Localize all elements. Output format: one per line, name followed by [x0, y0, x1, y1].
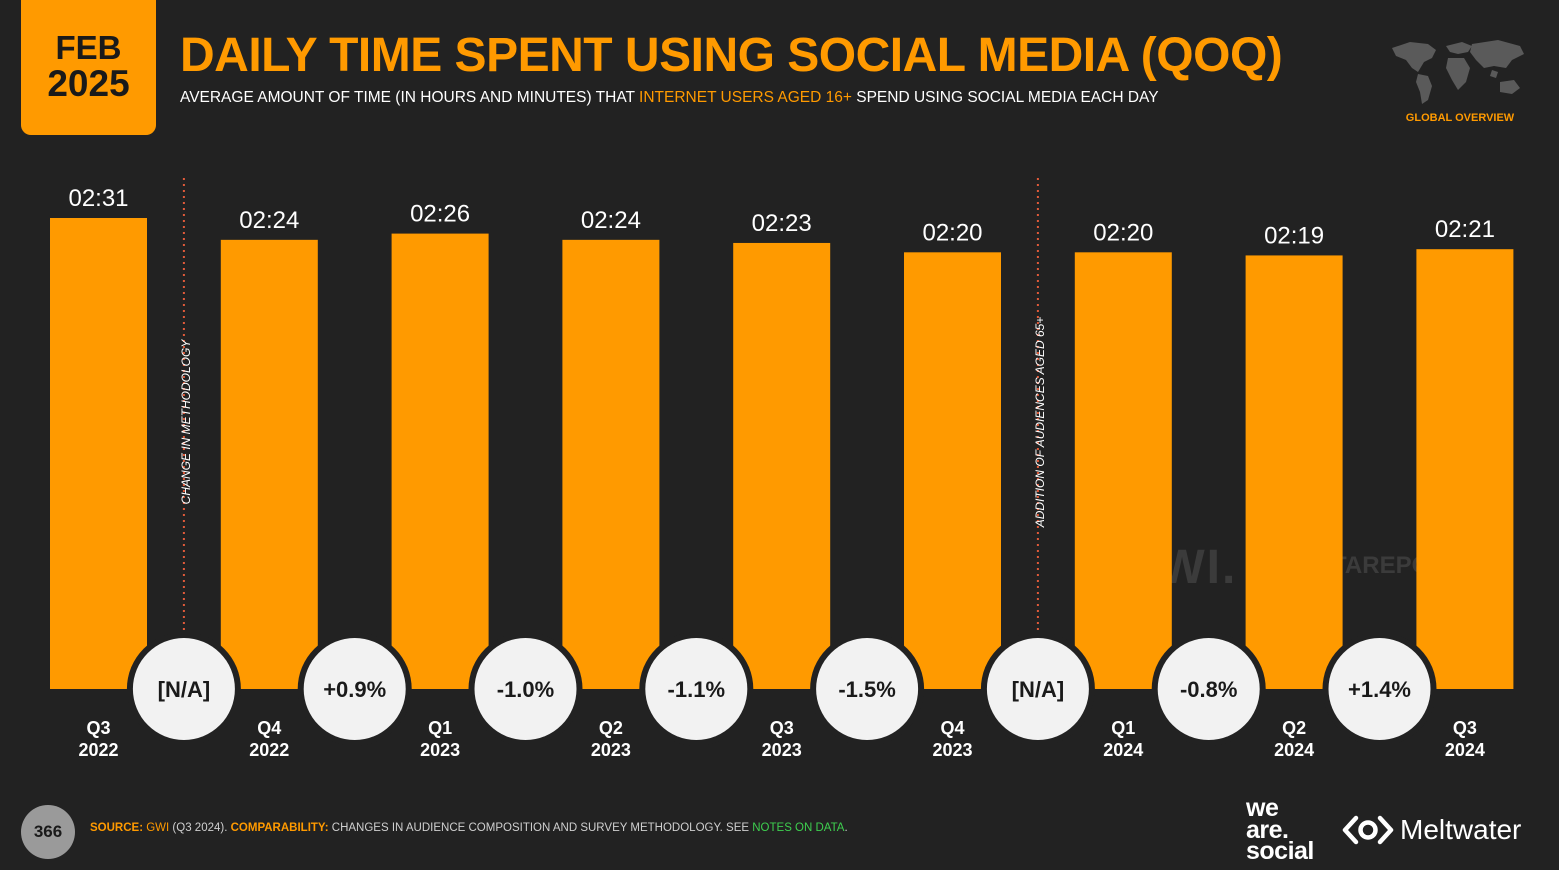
x-tick-year: 2022: [249, 740, 289, 760]
change-label: +1.4%: [1348, 677, 1411, 702]
bar-value-label: 02:26: [410, 201, 470, 228]
divider-label: CHANGE IN METHODOLOGY: [179, 339, 193, 505]
date-badge: FEB 2025: [21, 0, 156, 135]
bar-value-label: 02:24: [239, 207, 299, 234]
x-tick-year: 2023: [762, 740, 802, 760]
bar: [1074, 252, 1172, 689]
we-are-social-logo: we are. social: [1246, 794, 1314, 865]
x-tick-year: 2024: [1274, 740, 1314, 760]
x-tick-year: 2023: [932, 740, 972, 760]
meltwater-logo: Meltwater: [1342, 814, 1521, 846]
change-label: +0.9%: [323, 677, 386, 702]
change-circle: [474, 638, 577, 740]
bar: [733, 242, 831, 689]
source-label: SOURCE:: [90, 822, 144, 834]
badge-month: FEB: [55, 28, 122, 66]
x-tick-year: 2023: [420, 740, 460, 760]
notes-on-data-link[interactable]: NOTES ON DATA: [752, 822, 845, 834]
source-detail: (Q3 2024).: [169, 822, 231, 834]
source-note: SOURCE: GWI (Q3 2024). COMPARABILITY: CH…: [90, 822, 848, 834]
x-tick-quarter: Q4: [940, 718, 964, 738]
bar-value-label: 02:20: [922, 219, 982, 246]
x-tick-quarter: Q2: [599, 718, 623, 738]
bar-value-label: 02:24: [581, 207, 641, 234]
change-circle: [1328, 638, 1431, 740]
change-circle: [986, 638, 1089, 740]
was-line-3: social: [1246, 837, 1314, 865]
bar: [391, 233, 489, 690]
bar: [220, 239, 318, 689]
change-circle: [303, 638, 406, 740]
subtitle-highlight: INTERNET USERS AGED 16+: [639, 89, 852, 106]
divider-label: ADDITION OF AUDIENCES AGED 65+: [1033, 317, 1047, 529]
bar-value-label: 02:31: [68, 185, 128, 212]
was-line-2: are.: [1246, 815, 1289, 844]
world-map-icon: [1392, 40, 1524, 104]
change-label: [N/A]: [1012, 677, 1065, 702]
was-line-1: we: [1246, 794, 1279, 822]
bar: [562, 239, 660, 689]
x-tick-quarter: Q3: [770, 718, 794, 738]
x-tick-quarter: Q1: [1111, 718, 1135, 738]
comparability-text: CHANGES IN AUDIENCE COMPOSITION AND SURV…: [328, 822, 753, 834]
meltwater-icon: [1342, 815, 1394, 845]
region-label: GLOBAL OVERVIEW: [1405, 112, 1515, 124]
subtitle-text-end: SPEND USING SOCIAL MEDIA EACH DAY: [851, 89, 1159, 106]
x-tick-year: 2024: [1445, 740, 1485, 760]
comparability-label: COMPARABILITY:: [230, 822, 329, 834]
change-circle: [132, 638, 235, 740]
notes-end: .: [844, 822, 848, 834]
page-number: 366: [21, 805, 75, 859]
x-tick-quarter: Q2: [1282, 718, 1306, 738]
x-tick-year: 2022: [78, 740, 118, 760]
change-circle: [645, 638, 748, 740]
bar-value-label: 02:21: [1435, 216, 1495, 243]
x-tick-quarter: Q3: [1453, 718, 1477, 738]
x-tick-quarter: Q1: [428, 718, 452, 738]
bar-value-label: 02:23: [752, 210, 812, 237]
change-circle: [816, 638, 919, 740]
page-title: DAILY TIME SPENT USING SOCIAL MEDIA (QOQ…: [180, 29, 1283, 82]
bar: [1245, 255, 1343, 689]
change-label: -0.8%: [1180, 677, 1237, 702]
bar-value-label: 02:20: [1093, 219, 1153, 246]
bar: [904, 252, 1001, 689]
x-tick-year: 2024: [1103, 740, 1143, 760]
change-circle: [1157, 638, 1260, 740]
bar: [1416, 249, 1514, 689]
change-label: [N/A]: [158, 677, 211, 702]
x-tick-quarter: Q3: [86, 718, 110, 738]
source-name: GWI: [146, 822, 170, 834]
badge-year: 2025: [47, 63, 130, 105]
change-label: -1.1%: [668, 677, 725, 702]
bar-chart: 02:31Q3202202:24Q4202202:26Q1202302:24Q2…: [50, 178, 1514, 760]
change-label: -1.0%: [497, 677, 554, 702]
x-tick-year: 2023: [591, 740, 631, 760]
bar: [50, 218, 147, 689]
subtitle-text-start: AVERAGE AMOUNT OF TIME (IN HOURS AND MIN…: [180, 89, 640, 106]
page-subtitle: AVERAGE AMOUNT OF TIME (IN HOURS AND MIN…: [180, 89, 1159, 107]
change-label: -1.5%: [838, 677, 895, 702]
meltwater-text: Meltwater: [1400, 814, 1522, 845]
x-tick-quarter: Q4: [257, 718, 281, 738]
bar-value-label: 02:19: [1264, 222, 1324, 249]
